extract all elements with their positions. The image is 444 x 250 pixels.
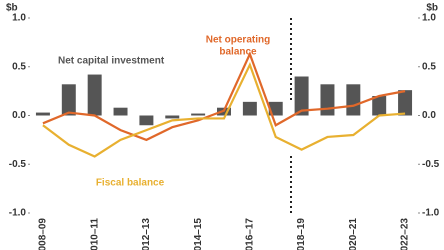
x-tick-label: 2010–11 xyxy=(89,218,100,250)
x-tick-label: 2018–19 xyxy=(296,218,307,250)
y-tick-label: 0.0 xyxy=(12,110,26,121)
bar xyxy=(268,101,283,116)
bar xyxy=(320,84,335,116)
bar xyxy=(242,101,257,116)
bar xyxy=(191,113,206,116)
x-tick-label: 2012–13 xyxy=(141,218,152,250)
y-tick-label: 0.5 xyxy=(12,61,26,72)
y2-tick-label: 1.0 xyxy=(422,13,436,24)
annotation: balance xyxy=(219,47,257,58)
bar xyxy=(346,84,361,116)
y2-tick-label: -1.0 xyxy=(422,208,440,219)
line xyxy=(42,51,406,142)
bar xyxy=(294,76,309,116)
y2-tick-label: -0.5 xyxy=(422,159,440,170)
bar xyxy=(372,96,387,116)
y2-tick-label: 0.5 xyxy=(422,61,436,72)
bar xyxy=(165,115,180,119)
y-tick-label: -0.5 xyxy=(9,159,27,170)
x-tick-label: 2016–17 xyxy=(245,218,256,250)
line xyxy=(42,61,406,158)
annotation: Net operating xyxy=(206,35,270,46)
x-tick-label: 2020–21 xyxy=(348,218,359,250)
x-tick-label: 2014–15 xyxy=(193,218,204,250)
bar xyxy=(398,90,413,116)
y2-tick-label: 0.0 xyxy=(422,110,436,121)
annotation: Fiscal balance xyxy=(96,178,165,189)
y-tick-label: 1.0 xyxy=(12,13,26,24)
y-unit: $b xyxy=(6,3,18,14)
bar xyxy=(61,84,76,116)
x-tick-label: 2022–23 xyxy=(400,218,411,250)
y2-unit: $b xyxy=(426,3,438,14)
bar xyxy=(35,112,50,116)
bar xyxy=(139,115,154,126)
annotation: Net capital investment xyxy=(58,56,165,67)
y-tick-label: -1.0 xyxy=(9,208,27,219)
bar xyxy=(113,107,128,116)
bar xyxy=(87,74,102,116)
x-tick-label: 2008–09 xyxy=(38,218,49,250)
